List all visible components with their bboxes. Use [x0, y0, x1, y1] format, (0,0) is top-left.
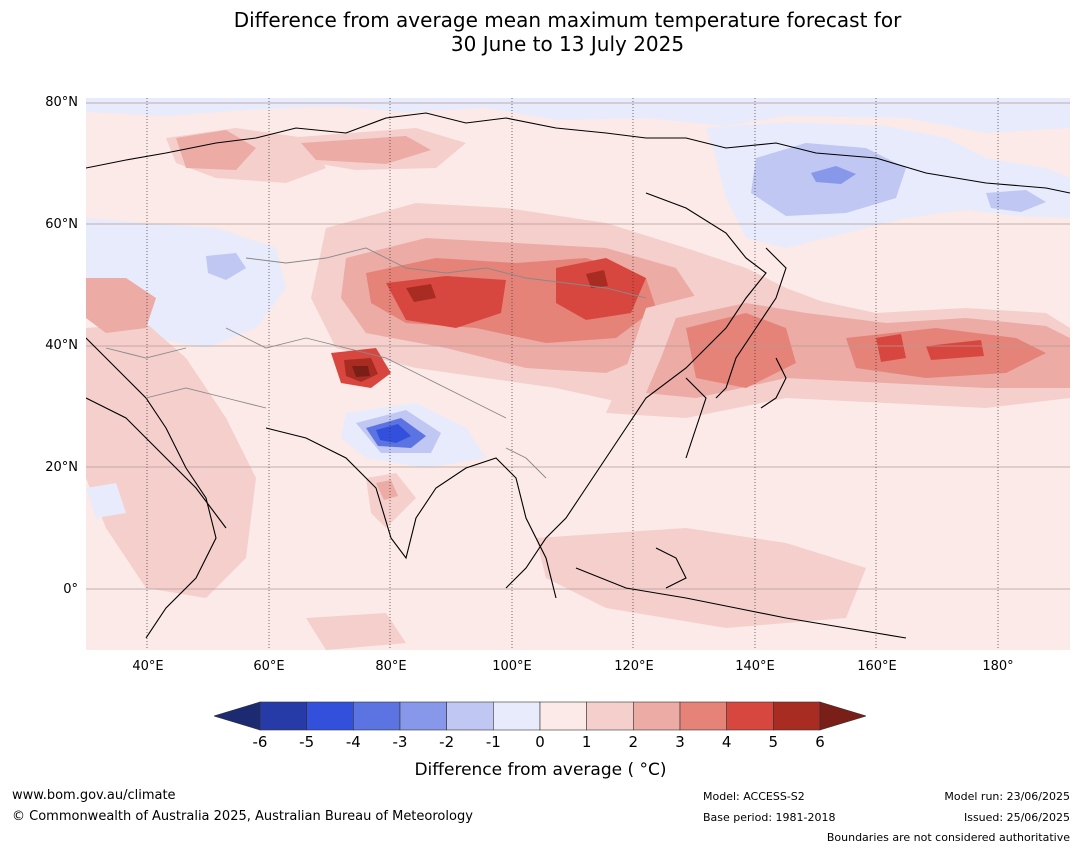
anomaly-warm-mongolia-east — [556, 258, 646, 320]
lat-label-20n: 20°N — [45, 460, 78, 475]
anomaly-warm-north-pacific-peak2 — [926, 340, 984, 360]
colorbar-cell — [679, 701, 727, 731]
anomaly-cool-horn-africa — [86, 483, 126, 518]
coastlines — [86, 112, 1070, 639]
anomaly-warm-maritime-continent — [536, 528, 866, 628]
colorbar-tick-label: -3 — [392, 733, 408, 751]
anomaly-warm-north-siberia-2 — [301, 136, 431, 164]
colorbar-extend-low — [214, 701, 261, 731]
colorbar-extend-high — [819, 701, 866, 731]
anomaly-warm-mongolia-peak1 — [406, 284, 436, 302]
footer-disclaimer: Boundaries are not considered authoritat… — [826, 831, 1070, 844]
lon-gridlines — [146, 98, 999, 650]
lon-label-80e: 80°E — [375, 659, 407, 674]
colorbar-cell — [633, 701, 681, 731]
map-title-line1: Difference from average mean maximum tem… — [233, 8, 902, 32]
colorbar-cell — [399, 701, 447, 731]
lat-gridlines — [86, 102, 1070, 590]
colorbar-cell — [539, 701, 587, 731]
lon-label-100e: 100°E — [492, 659, 532, 674]
anomaly-warm-mongolia-peak2 — [586, 270, 608, 288]
anomaly-warm-north-pacific-peak1 — [876, 334, 906, 362]
colorbar-label: Difference from average ( °C) — [414, 760, 667, 780]
colorbar-tick-label: 5 — [768, 733, 779, 751]
colorbar-tick-label: -5 — [299, 733, 315, 751]
lat-label-0: 0° — [63, 582, 78, 597]
map-title: Difference from average mean maximum tem… — [0, 8, 1081, 56]
colorbar-cell — [773, 701, 821, 731]
colorbar-cell — [306, 701, 354, 731]
anomaly-warm-karakoram-peak — [352, 366, 370, 377]
colorbar-cell — [493, 701, 541, 731]
anomaly-cool-arctic — [86, 98, 1070, 133]
colorbar-tick-label: -6 — [252, 733, 268, 751]
anomaly-cool-east-siberia-peak — [811, 166, 856, 184]
footer-model-run: Model run: 23/06/2025 — [944, 790, 1070, 803]
colorbar-tick-label: 4 — [721, 733, 732, 751]
footer-model: Model: ACCESS-S2 — [703, 790, 805, 803]
country-borders — [105, 247, 647, 479]
anomaly-cool-india-core — [376, 424, 411, 443]
lon-label-120e: 120°E — [614, 659, 654, 674]
anomaly-cool-bering — [986, 190, 1046, 212]
colorbar-tick-label: 3 — [675, 733, 685, 751]
colorbar-tick-label: 0 — [535, 733, 545, 751]
footer-issued: Issued: 25/06/2025 — [963, 811, 1070, 824]
footer-copyright: © Commonwealth of Australia 2025, Austra… — [12, 809, 473, 824]
temperature-anomaly-map — [86, 98, 1070, 650]
lon-label-160e: 160°E — [857, 659, 897, 674]
colorbar-tick-label: 2 — [628, 733, 639, 751]
map-svg — [86, 98, 1070, 650]
colorbar-cell — [586, 701, 634, 731]
lat-label-60n: 60°N — [45, 217, 78, 232]
anomaly-warm-indian-ocean — [306, 613, 406, 650]
lat-label-80n: 80°N — [45, 95, 78, 110]
anomaly-cool-west-asia-core — [206, 253, 246, 280]
lon-label-60e: 60°E — [253, 659, 285, 674]
colorbar-tick-label: 1 — [581, 733, 592, 751]
anomaly-warm-south-india-core — [376, 480, 398, 500]
lon-label-140e: 140°E — [735, 659, 775, 674]
lat-label-40n: 40°N — [45, 338, 78, 353]
footer-url: www.bom.gov.au/climate — [12, 788, 176, 803]
anomaly-warm-black-sea — [86, 278, 156, 333]
colorbar-cell — [446, 701, 494, 731]
map-title-line2: 30 June to 13 July 2025 — [450, 32, 685, 56]
colorbar-cell — [259, 701, 307, 731]
footer-base-period: Base period: 1981-2018 — [703, 811, 836, 824]
lon-label-180: 180° — [982, 659, 1014, 674]
colorbar-tick-label: 6 — [815, 733, 825, 751]
colorbar-tick-label: -4 — [345, 733, 361, 751]
colorbar-cell — [353, 701, 401, 731]
colorbar-tick-label: -1 — [485, 733, 501, 751]
colorbar — [214, 701, 866, 731]
colorbar-cell — [726, 701, 774, 731]
colorbar-tick-label: -2 — [439, 733, 455, 751]
lon-label-40e: 40°E — [132, 659, 164, 674]
